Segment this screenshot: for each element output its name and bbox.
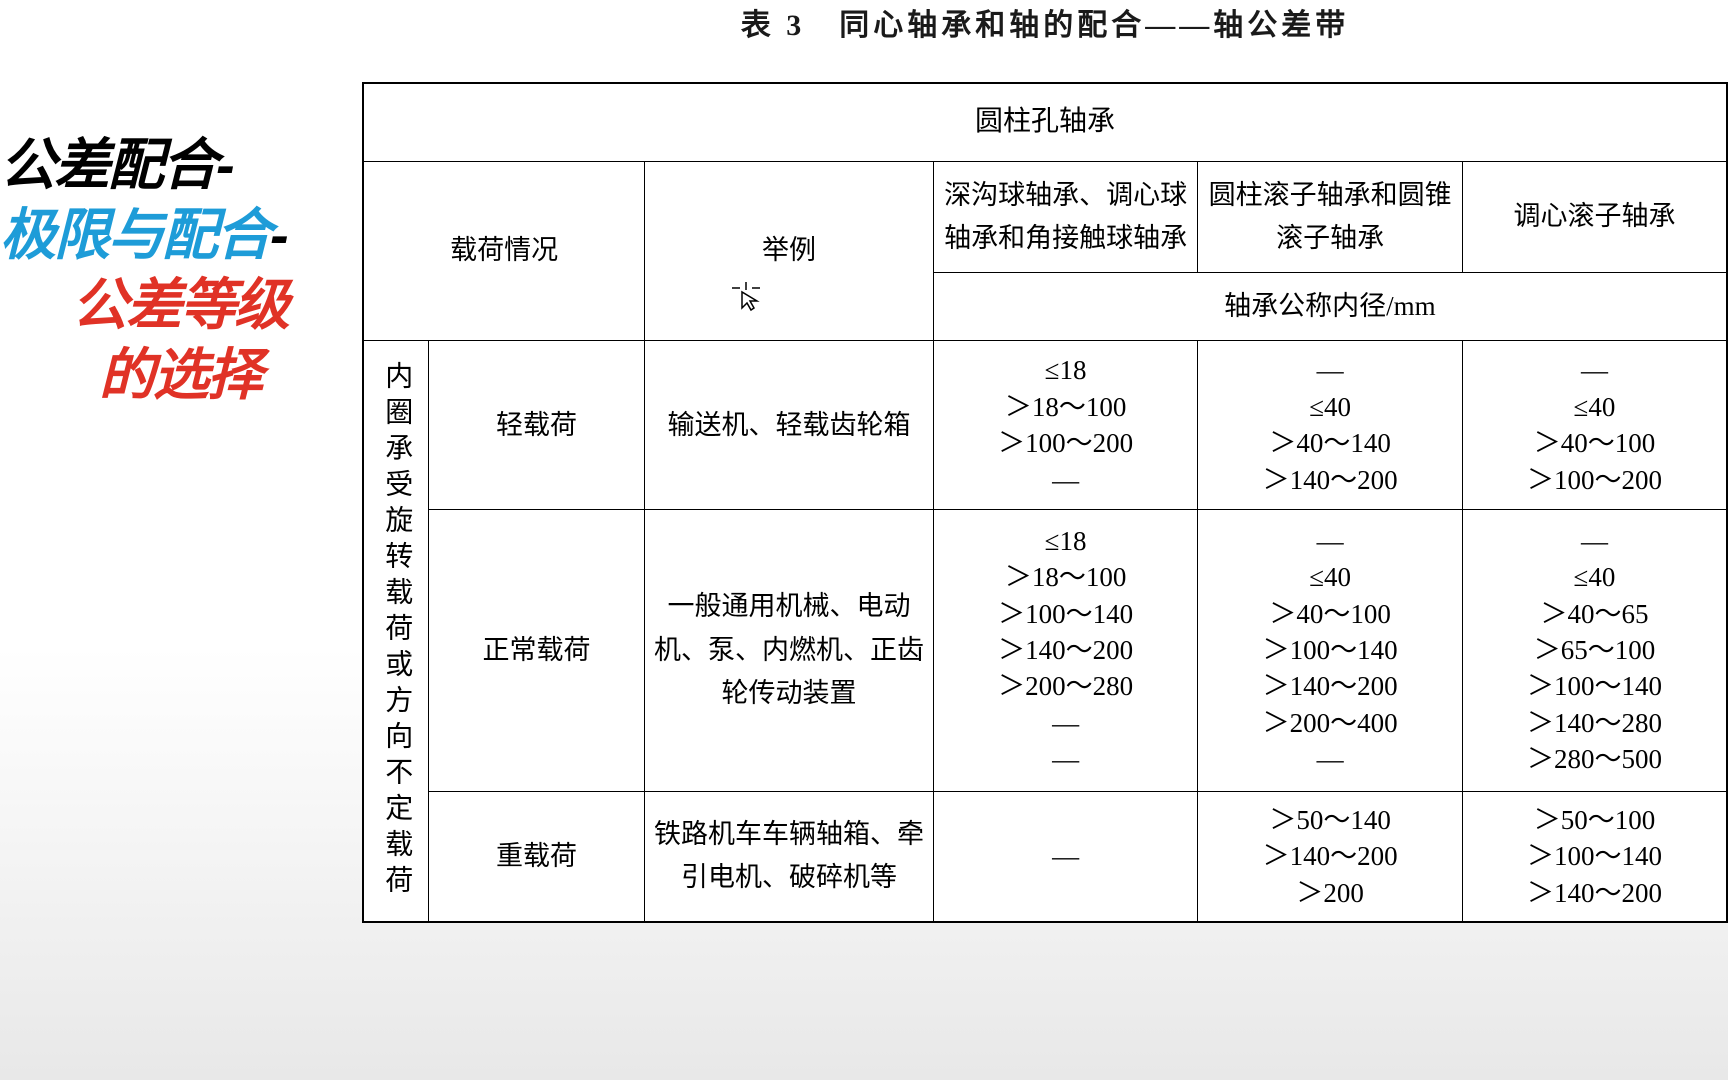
row3-c2: ＞50～140＞140～200＞200 [1198,791,1463,922]
row1-c3: —≤40＞40～100＞100～200 [1462,341,1727,510]
row3-example: 铁路机车车辆轴箱、牵引电机、破碎机等 [645,791,934,922]
sidebar-title: 公差配合- 极限与配合- 公差等级 的选择 [0,130,360,410]
col-load: 载荷情况 [363,161,645,341]
table-title: 表 3 同心轴承和轴的配合——轴公差带 [362,0,1728,44]
col-example: 举例 [645,161,934,341]
row1-example: 输送机、轻载齿轮箱 [645,341,934,510]
header-main: 圆柱孔轴承 [363,83,1727,161]
row3-c1: — [933,791,1198,922]
row2-c3: —≤40＞40～65＞65～100＞100～140＞140～280＞280～50… [1462,509,1727,791]
row2-example: 一般通用机械、电动机、泵、内燃机、正齿轮传动装置 [645,509,934,791]
title-line2-dash: - [270,203,287,266]
title-line3: 公差等级 [72,273,288,336]
row3-c3: ＞50～100＞100～140＞140～200 [1462,791,1727,922]
title-line4: 的选择 [99,343,261,406]
col-h2: 圆柱滚子轴承和圆锥滚子轴承 [1198,161,1463,272]
row2-load: 正常载荷 [428,509,644,791]
tolerance-table: 圆柱孔轴承 载荷情况 举例 深沟球轴承、调心球轴承和角接触球轴承 圆柱滚子轴承和… [362,82,1728,923]
col-h1: 深沟球轴承、调心球轴承和角接触球轴承 [933,161,1198,272]
row2-c2: —≤40＞40～100＞100～140＞140～200＞200～400— [1198,509,1463,791]
col-h3: 调心滚子轴承 [1462,161,1727,272]
main-content: 表 3 同心轴承和轴的配合——轴公差带 圆柱孔轴承 载荷情况 举例 深沟球轴承、… [362,0,1728,923]
row3-load: 重载荷 [428,791,644,922]
row-vertical-label: 内圈承受旋转载荷或方向不定载荷 [363,341,428,923]
title-line2-blue: 极限与配合 [0,203,270,266]
row2-c1: ≤18＞18～100＞100～140＞140～200＞200～280—— [933,509,1198,791]
row1-c1: ≤18＞18～100＞100～200— [933,341,1198,510]
row1-load: 轻载荷 [428,341,644,510]
row1-c2: —≤40＞40～140＞140～200 [1198,341,1463,510]
title-line1: 公差配合- [0,133,233,196]
sub-header: 轴承公称内径/mm [933,273,1727,341]
